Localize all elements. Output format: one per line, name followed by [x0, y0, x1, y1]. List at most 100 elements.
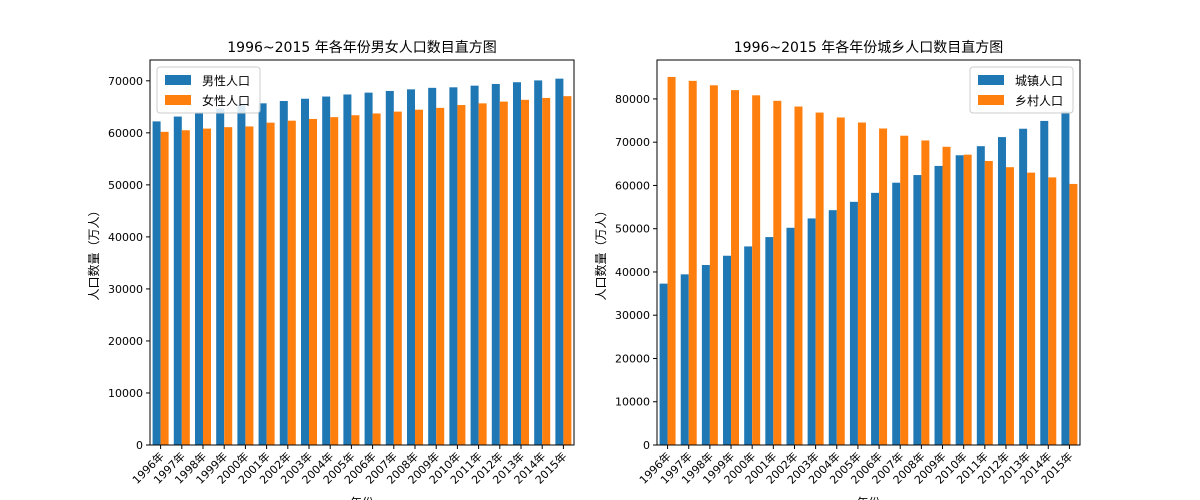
bar-series1 — [786, 227, 795, 445]
y-tick-label: 20000 — [615, 352, 650, 365]
bar-series1 — [871, 192, 880, 445]
bar-series1 — [680, 274, 689, 445]
chart-panel-1: 0 10000 20000 30000 40000 50000 60000 70000 1996… — [86, 39, 575, 500]
bar-series1 — [828, 210, 837, 445]
bar-series1 — [194, 112, 203, 445]
bar-series1 — [765, 237, 774, 445]
bar-series1 — [449, 87, 458, 445]
bar-series2 — [688, 80, 697, 446]
bar-series1 — [723, 255, 732, 445]
legend-label: 男性人口 — [202, 74, 250, 88]
bar-series2 — [330, 117, 339, 446]
bar-series1 — [385, 90, 394, 445]
bar-series2 — [836, 117, 845, 445]
y-tick-label: 80000 — [615, 93, 650, 106]
bar-series2 — [963, 154, 972, 445]
bar-series2 — [879, 128, 888, 445]
legend-swatch — [165, 95, 191, 105]
bar-series1 — [534, 80, 543, 446]
bar-series1 — [173, 116, 182, 446]
y-tick-label: 30000 — [108, 283, 143, 296]
bar-series1 — [1019, 128, 1028, 446]
bar-series1 — [659, 283, 668, 445]
legend-label: 女性人口 — [202, 93, 250, 108]
chart-title: 1996~2015 年各年份男女人口数目直方图 — [227, 39, 496, 56]
bar-series2 — [942, 146, 951, 446]
bar-series1 — [744, 246, 753, 445]
bar-series1 — [364, 92, 373, 445]
bar-series1 — [913, 175, 922, 446]
bar-series1 — [955, 155, 964, 445]
bar-series2 — [372, 113, 381, 445]
bar-series2 — [499, 101, 508, 445]
legend-swatch — [978, 95, 1004, 105]
y-axis-label: 人口数量（万人） — [593, 204, 608, 300]
bar-series2 — [542, 97, 551, 446]
bar-series2 — [203, 128, 212, 445]
bar-series1 — [934, 165, 943, 445]
bar-series2 — [1027, 172, 1036, 445]
x-axis-label: 年份 — [856, 496, 880, 500]
bar-series1 — [216, 108, 225, 446]
bar-series1 — [343, 94, 352, 445]
legend-label: 乡村人口 — [1015, 94, 1063, 108]
bar-series2 — [709, 85, 718, 445]
y-tick-label: 30000 — [615, 309, 650, 322]
bar-series1 — [237, 104, 246, 446]
bar-series2 — [351, 115, 360, 445]
chart-title: 1996~2015 年各年份城乡人口数目直方图 — [734, 39, 1003, 56]
legend-swatch — [165, 75, 191, 85]
bar-series2 — [245, 126, 254, 445]
bar-series1 — [470, 85, 479, 445]
bar-series2 — [436, 107, 445, 445]
bar-series2 — [393, 111, 402, 446]
bar-series1 — [976, 146, 985, 445]
bar-series1 — [807, 218, 816, 445]
y-tick-label: 10000 — [108, 387, 143, 400]
y-tick-label: 20000 — [108, 335, 143, 348]
bar-series1 — [406, 89, 415, 446]
bar-series1 — [300, 98, 309, 445]
bar-series2 — [266, 122, 275, 446]
bar-series1 — [849, 201, 858, 445]
bar-series2 — [984, 160, 993, 446]
x-axis-label: 年份 — [350, 496, 374, 500]
bar-series2 — [478, 103, 487, 445]
bar-series2 — [160, 131, 169, 445]
y-tick-label: 60000 — [108, 127, 143, 140]
bar-series2 — [921, 140, 930, 445]
bar-series2 — [415, 109, 424, 446]
y-tick-label: 40000 — [615, 266, 650, 279]
y-tick-label: 10000 — [615, 396, 650, 409]
bar-series2 — [773, 100, 782, 445]
bar-series2 — [563, 96, 572, 446]
bar-series2 — [752, 95, 761, 445]
bar-series2 — [457, 105, 466, 445]
legend-swatch — [978, 75, 1004, 85]
bar-series2 — [224, 127, 233, 446]
bar-series1 — [512, 82, 521, 445]
bar-series1 — [997, 137, 1006, 445]
bar-series2 — [1069, 183, 1078, 445]
y-tick-label: 60000 — [615, 179, 650, 192]
plot-frame — [656, 59, 1081, 446]
bar-series1 — [1040, 120, 1049, 446]
bar-series1 — [701, 265, 710, 445]
bar-series1 — [1061, 111, 1070, 445]
y-tick-label: 70000 — [108, 75, 143, 88]
bar-series2 — [521, 99, 530, 445]
bar-series1 — [892, 182, 901, 445]
bar-series2 — [181, 130, 190, 445]
y-tick-label: 70000 — [615, 136, 650, 149]
bar-series1 — [258, 103, 267, 445]
y-tick-label: 0 — [643, 439, 650, 452]
bar-series1 — [279, 101, 288, 446]
bar-series2 — [794, 106, 803, 445]
bar-series1 — [322, 96, 331, 445]
y-tick-label: 40000 — [108, 231, 143, 244]
bar-series2 — [287, 120, 296, 446]
y-axis-label: 人口数量（万人） — [86, 204, 101, 300]
y-tick-label: 50000 — [615, 223, 650, 236]
bar-series2 — [667, 76, 676, 445]
